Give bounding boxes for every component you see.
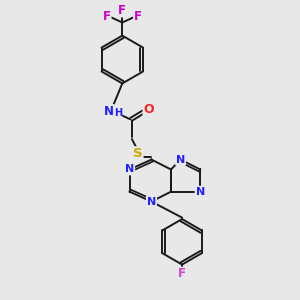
Text: N: N	[176, 154, 185, 165]
Text: N: N	[104, 105, 114, 118]
Text: F: F	[103, 10, 111, 22]
Text: S: S	[133, 147, 142, 160]
Text: N: N	[125, 164, 134, 175]
Text: F: F	[118, 4, 126, 17]
Text: F: F	[178, 267, 186, 280]
Text: O: O	[143, 103, 154, 116]
Text: H: H	[114, 108, 122, 118]
Text: N: N	[196, 187, 205, 196]
Text: N: N	[147, 196, 156, 207]
Text: F: F	[134, 10, 142, 22]
